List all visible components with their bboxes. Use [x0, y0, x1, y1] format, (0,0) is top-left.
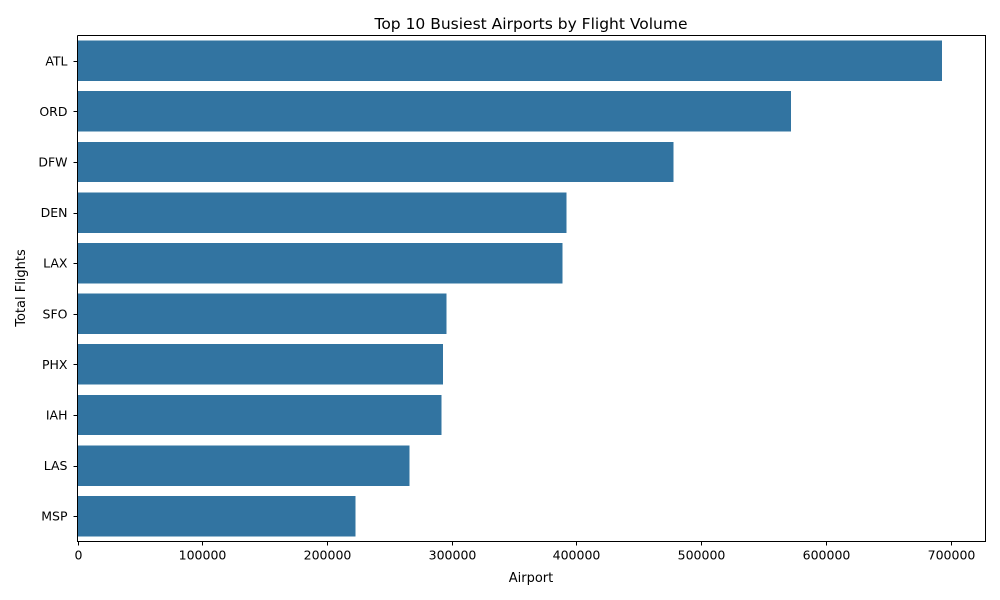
bar-msp — [77, 495, 356, 537]
bar-dfw — [77, 141, 674, 183]
y-tick-label: LAS — [44, 458, 68, 473]
y-tick-label: ATL — [45, 53, 67, 68]
bar-sfo — [77, 293, 447, 335]
y-tick-label: IAH — [46, 408, 68, 423]
bar-las — [77, 445, 410, 486]
bar-den — [77, 192, 567, 233]
x-tick-label: 700000 — [928, 548, 976, 563]
x-tick-label: 600000 — [803, 548, 851, 563]
bar-atl — [77, 40, 942, 82]
y-tick-label: MSP — [41, 509, 68, 524]
y-tick-label: PHX — [42, 357, 68, 372]
bar-phx — [77, 344, 443, 385]
x-tick-label: 300000 — [429, 548, 477, 563]
bar-ord — [77, 91, 791, 132]
x-tick-label: 400000 — [553, 548, 601, 563]
x-tick-label: 0 — [75, 548, 83, 563]
bar-iah — [77, 394, 442, 436]
chart-title: Top 10 Busiest Airports by Flight Volume — [373, 15, 687, 33]
x-tick-label: 200000 — [304, 548, 352, 563]
bars-group — [77, 40, 942, 537]
y-tick-label: SFO — [43, 306, 68, 321]
plot-frame — [77, 35, 986, 542]
y-tick-label: LAX — [43, 256, 68, 271]
x-tick-label: 500000 — [678, 548, 726, 563]
y-axis-label: Total Flights — [14, 249, 29, 328]
bar-lax — [77, 242, 563, 284]
y-tick-label: DFW — [38, 155, 67, 170]
x-axis-ticks: 0 100000 200000 300000 400000 500000 600000 700… — [75, 541, 976, 563]
x-tick-label: 100000 — [179, 548, 227, 563]
y-axis-ticks: ATL ORD DFW DEN LAX SFO PHX IAH LAS MSP — [38, 53, 78, 524]
y-tick-label: DEN — [41, 205, 68, 220]
y-tick-label: ORD — [39, 104, 67, 119]
x-axis-label: Airport — [509, 571, 554, 586]
